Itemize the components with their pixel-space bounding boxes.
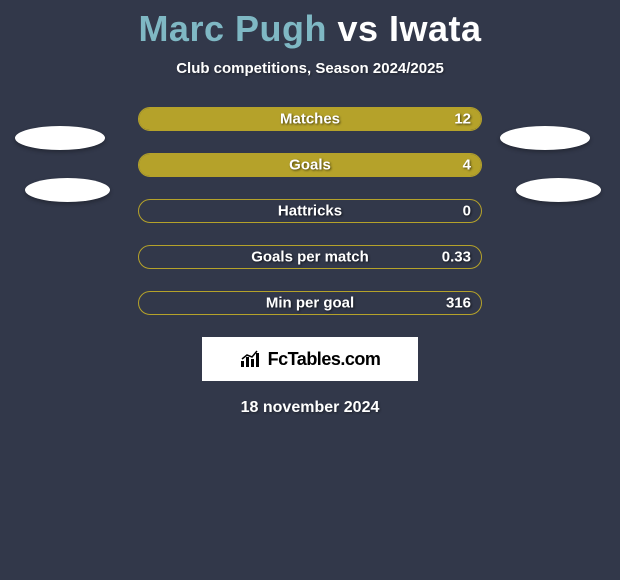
- date-text: 18 november 2024: [0, 399, 620, 417]
- title-right: Iwata: [389, 8, 482, 49]
- stat-value-right: 12: [454, 111, 471, 128]
- stat-label: Matches: [280, 111, 340, 128]
- branding-text: FcTables.com: [268, 349, 381, 370]
- stat-value-right: 316: [446, 295, 471, 312]
- stat-row: Min per goal 316: [138, 291, 482, 315]
- stat-label: Hattricks: [278, 203, 342, 220]
- stat-label: Goals per match: [251, 249, 369, 266]
- stat-value-right: 0.33: [442, 249, 471, 266]
- stat-value-right: 0: [463, 203, 471, 220]
- stat-label: Min per goal: [266, 295, 354, 312]
- stat-value-right: 4: [463, 157, 471, 174]
- stat-row: Matches 12: [138, 107, 482, 131]
- stats-container: Matches 12 Goals 4 Hattricks 0 Goals per match…: [0, 107, 620, 315]
- stat-row: Goals per match 0.33: [138, 245, 482, 269]
- stat-label: Goals: [289, 157, 331, 174]
- stat-row: Goals 4: [138, 153, 482, 177]
- title-left: Marc Pugh: [138, 8, 327, 49]
- page-title: Marc Pugh vs Iwata: [0, 0, 620, 50]
- branding-badge: FcTables.com: [202, 337, 418, 381]
- title-vs: vs: [327, 8, 389, 49]
- chart-icon: [240, 350, 262, 368]
- subtitle: Club competitions, Season 2024/2025: [0, 60, 620, 77]
- stat-row: Hattricks 0: [138, 199, 482, 223]
